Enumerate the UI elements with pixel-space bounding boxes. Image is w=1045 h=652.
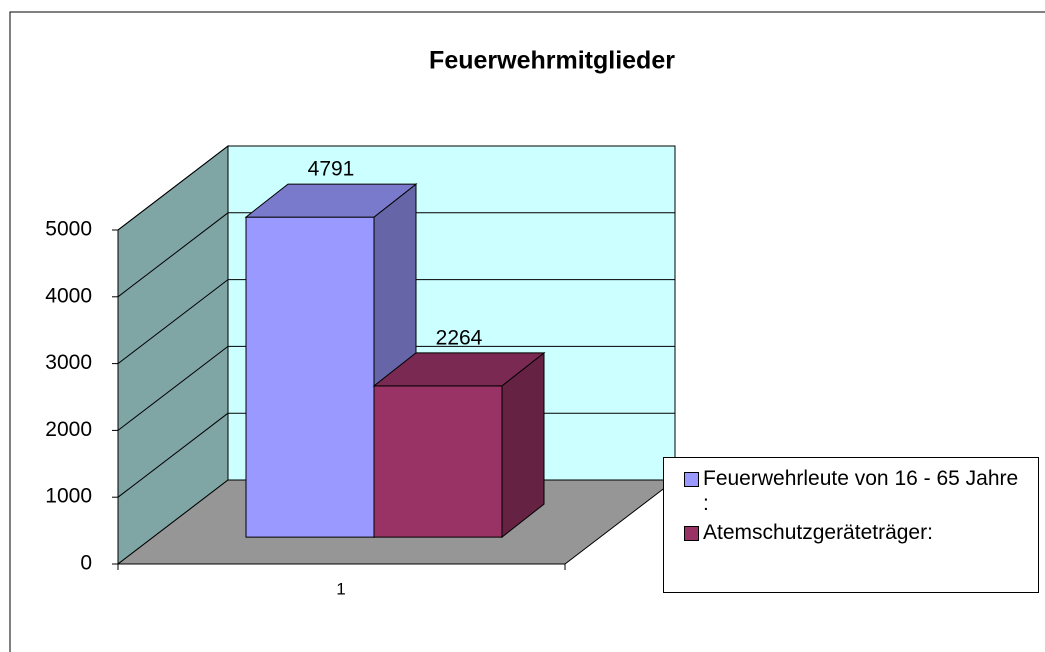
chart-title: Feuerwehrmitglieder [429, 47, 675, 75]
grid-line [117, 346, 229, 431]
grid-line [117, 412, 229, 498]
bar-front [373, 385, 503, 538]
legend-swatch [684, 526, 699, 541]
legend-label: Atemschutzgeräteträger: [703, 521, 933, 544]
y-tick-label: 5000 [45, 218, 92, 241]
y-tick-label: 3000 [45, 351, 92, 374]
legend-swatch [684, 472, 699, 487]
y-tick-label: 4000 [45, 284, 92, 307]
bar-top [244, 183, 418, 218]
grid-line [117, 279, 229, 364]
x-tick-label: 1 [336, 579, 345, 598]
bar-front [245, 216, 375, 538]
legend-item: Atemschutzgeräteträger: [684, 520, 1038, 545]
grid-line [117, 212, 229, 298]
data-label: 4791 [308, 158, 355, 181]
data-label: 2264 [436, 326, 483, 349]
y-tick-label: 2000 [45, 418, 92, 441]
y-tick-label: 0 [80, 552, 92, 575]
legend-item: Feuerwehrleute von 16 - 65 Jahre : [684, 466, 1038, 516]
bar-top [372, 352, 546, 387]
y-tick-label: 1000 [45, 485, 92, 508]
grid-line [117, 145, 229, 231]
legend-label: Feuerwehrleute von 16 - 65 Jahre : [703, 467, 1019, 515]
bar [372, 351, 546, 539]
legend: Feuerwehrleute von 16 - 65 Jahre : Atemsc… [663, 457, 1039, 593]
